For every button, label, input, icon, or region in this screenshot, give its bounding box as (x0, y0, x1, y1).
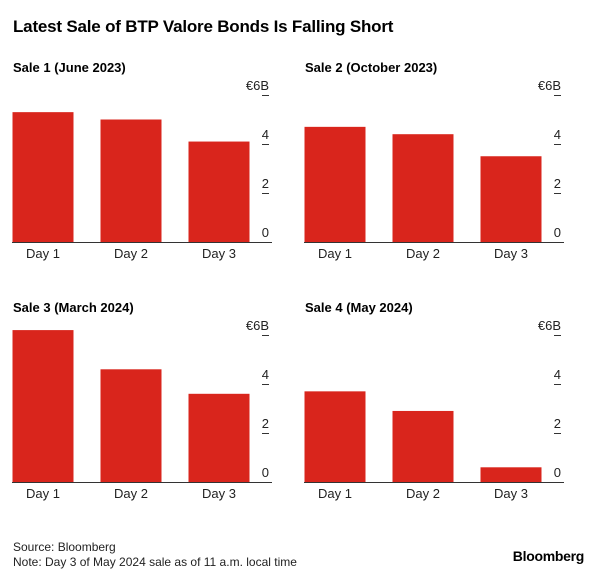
source-note: Source: Bloomberg (13, 540, 116, 554)
bar-chart-sale-4: Day 1 Day 2 Day 3 0 2 4 €6B (304, 318, 564, 501)
bar-chart-sale-3: Day 1 Day 2 Day 3 0 2 4 €6B (12, 318, 272, 501)
bar-day-2 (100, 119, 162, 242)
y-tick-label: 4 (262, 367, 269, 382)
footnote: Note: Day 3 of May 2024 sale as of 11 a.… (13, 555, 297, 569)
y-tick-label: 4 (262, 127, 269, 142)
x-tick-label: Day 3 (202, 246, 236, 261)
x-tick-label: Day 2 (406, 486, 440, 501)
x-tick-label: Day 3 (202, 486, 236, 501)
x-tick-label: Day 1 (318, 246, 352, 261)
x-tick-label: Day 1 (26, 486, 60, 501)
y-tick-label: 2 (262, 176, 269, 191)
y-tick-label: 0 (262, 225, 269, 240)
bar-day-3 (480, 467, 542, 482)
footer-notes: Source: Bloomberg Note: Day 3 of May 202… (13, 540, 297, 570)
bloomberg-logo: Bloomberg (512, 548, 585, 564)
bar-day-3 (188, 393, 250, 482)
x-tick-label: Day 3 (494, 486, 528, 501)
y-tick-label: 0 (262, 465, 269, 480)
y-tick-label: €6B (246, 318, 269, 333)
x-tick-label: Day 2 (406, 246, 440, 261)
y-tick-label: €6B (246, 78, 269, 93)
y-tick-label: 2 (554, 416, 561, 431)
bar-day-2 (392, 410, 454, 482)
bar-chart-sale-2: Day 1 Day 2 Day 3 0 2 4 €6B (304, 78, 564, 261)
bar-day-2 (100, 369, 162, 482)
x-tick-label: Day 2 (114, 246, 148, 261)
x-tick-label: Day 3 (494, 246, 528, 261)
chart-title: Latest Sale of BTP Valore Bonds Is Falli… (13, 17, 394, 36)
x-tick-label: Day 2 (114, 486, 148, 501)
bar-chart-sale-1: Day 1 Day 2 Day 3 0 2 4 €6B (12, 78, 272, 261)
y-tick-label: 4 (554, 127, 561, 142)
y-tick-label: 0 (554, 465, 561, 480)
bar-day-1 (304, 391, 366, 482)
panel-title-sale-4: Sale 4 (May 2024) (305, 300, 413, 315)
y-tick-label: 2 (262, 416, 269, 431)
x-tick-label: Day 1 (26, 246, 60, 261)
bar-day-1 (12, 330, 74, 482)
y-tick-label: €6B (538, 318, 561, 333)
bar-day-3 (480, 156, 542, 242)
bar-day-1 (304, 126, 366, 242)
bar-day-1 (12, 112, 74, 243)
panel-title-sale-1: Sale 1 (June 2023) (13, 60, 126, 75)
bar-day-2 (392, 134, 454, 242)
panel-title-sale-3: Sale 3 (March 2024) (13, 300, 134, 315)
y-tick-label: 4 (554, 367, 561, 382)
bar-day-3 (188, 141, 250, 242)
y-tick-label: 0 (554, 225, 561, 240)
panel-title-sale-2: Sale 2 (October 2023) (305, 60, 438, 75)
x-tick-label: Day 1 (318, 486, 352, 501)
y-tick-label: €6B (538, 78, 561, 93)
y-tick-label: 2 (554, 176, 561, 191)
